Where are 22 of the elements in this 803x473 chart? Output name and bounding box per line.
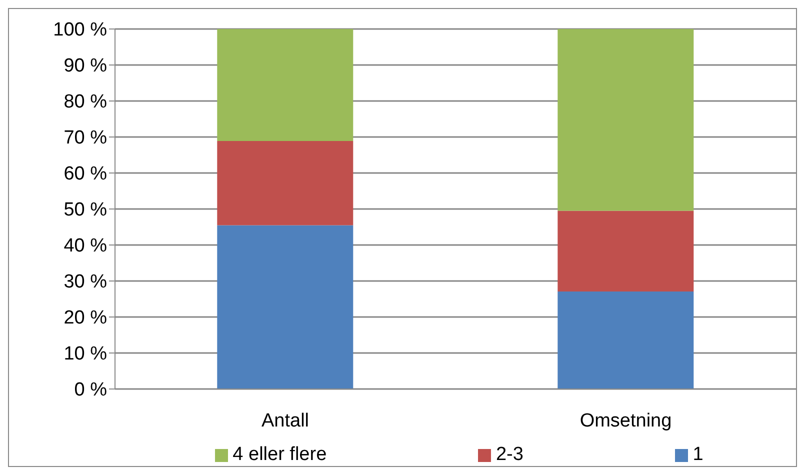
y-tick-label: 40 %: [64, 236, 108, 257]
y-tick-label: 0 %: [74, 380, 108, 401]
bar: [217, 225, 354, 389]
x-tick-label: Omsetning: [580, 410, 672, 432]
y-tick-label: 10 %: [64, 344, 108, 365]
y-tick-label: 20 %: [64, 308, 108, 329]
bar: [217, 140, 354, 226]
y-tick-label: 80 %: [64, 92, 108, 113]
bar: [558, 29, 694, 211]
bar: [558, 210, 694, 292]
legend-label: 2-3: [494, 444, 524, 466]
legend-label: 4 eller flere: [232, 444, 327, 466]
x-tick-label: Antall: [261, 410, 310, 432]
y-tick-label: 50 %: [64, 200, 108, 221]
y-tick-label: 90 %: [64, 56, 108, 77]
y-tick-label: 30 %: [64, 272, 108, 293]
bar: [558, 291, 694, 389]
legend-label: 1: [692, 444, 704, 466]
y-tick-label: 100 %: [53, 20, 108, 41]
y-tick-label: 70 %: [64, 128, 108, 149]
bar: [217, 29, 354, 141]
y-tick-label: 60 %: [64, 164, 108, 185]
